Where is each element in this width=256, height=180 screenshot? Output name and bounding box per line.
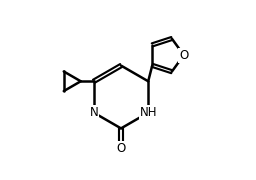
Text: O: O: [179, 49, 188, 62]
Text: O: O: [116, 142, 126, 155]
Text: NH: NH: [140, 106, 157, 119]
Text: N: N: [89, 106, 98, 119]
